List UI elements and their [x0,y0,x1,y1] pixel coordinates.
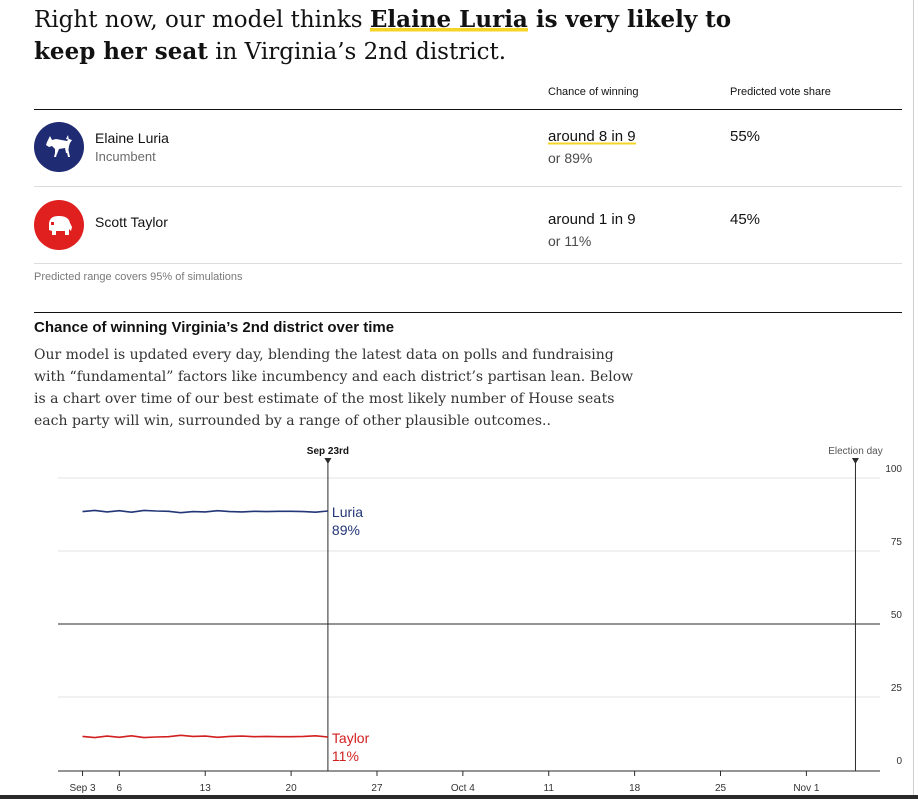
headline-name: Elaine Luria [369,6,528,33]
series-line-luria [82,509,328,514]
y-tick-label: 75 [891,537,903,548]
x-tick-label: 25 [715,783,727,794]
y-tick-label: 50 [891,610,903,621]
right-edge-rule [913,0,914,799]
column-header-chance: Chance of winning [548,86,639,98]
x-tick-label: 6 [117,783,123,794]
headline-suffix: in Virginia’s 2nd district. [207,39,507,65]
headline-bold-rest: is very likely to keep her seat [34,6,732,65]
x-tick-label: Sep 3 [69,783,96,794]
y-tick-label: 25 [891,683,903,694]
chance-main-text: around 8 in 9 [548,128,636,145]
marker-label-election: Election day [828,446,882,457]
chance-percent: or 89% [548,150,593,166]
series-label-taylor: Taylor [332,730,370,746]
marker-label-today: Sep 23rd [307,446,349,457]
series-line-taylor [82,734,328,739]
chance-percent: or 11% [548,233,592,249]
section-title: Chance of winning Virginia’s 2nd distric… [34,319,395,336]
y-tick-label: 0 [896,756,902,767]
x-tick-label: 18 [629,783,641,794]
vote-share: 55% [730,128,761,145]
x-tick-label: 27 [371,783,383,794]
probability-chart: Sep 23rd Election day Luria 89% Taylor 11% 1… [58,446,903,794]
chance-main: around 1 in 9 [548,211,636,228]
x-tick-label: Oct 4 [451,783,475,794]
chance-main-text: around 1 in 9 [548,211,636,228]
table-row-luria: Elaine Luria Incumbent around 8 in 9 or … [34,110,902,187]
headline-prefix: Right now, our model thinks [34,7,370,33]
donkey-icon [34,122,84,172]
section-rule [34,312,902,313]
x-tick-label: Nov 1 [793,783,820,794]
x-tick-label: 20 [286,783,298,794]
chance-main: around 8 in 9 [548,128,636,145]
x-tick-label: 11 [544,783,555,794]
marker-arrow [324,458,332,464]
candidate-name: Elaine Luria [95,130,169,146]
marker-arrow [851,458,859,464]
section-description: Our model is updated every day, blending… [34,347,634,429]
table-top-rule [34,109,902,110]
series-value-luria: 89% [332,522,360,538]
table-row-taylor: Scott Taylor around 1 in 9 or 11% 45% [34,187,902,264]
column-header-share: Predicted vote share [730,86,831,98]
vote-share: 45% [730,211,761,228]
candidate-subtitle: Incumbent [95,149,156,164]
series-label-luria: Luria [332,504,363,520]
headline: Right now, our model thinks Elaine Luria… [34,4,794,68]
y-tick-label: 100 [885,464,902,475]
series-value-taylor: 11% [332,748,359,764]
bottom-edge-rule [0,795,918,799]
candidate-name: Scott Taylor [95,214,168,230]
elephant-icon [34,200,84,250]
x-tick-label: 13 [200,783,212,794]
range-footnote: Predicted range covers 95% of simulation… [34,271,243,283]
